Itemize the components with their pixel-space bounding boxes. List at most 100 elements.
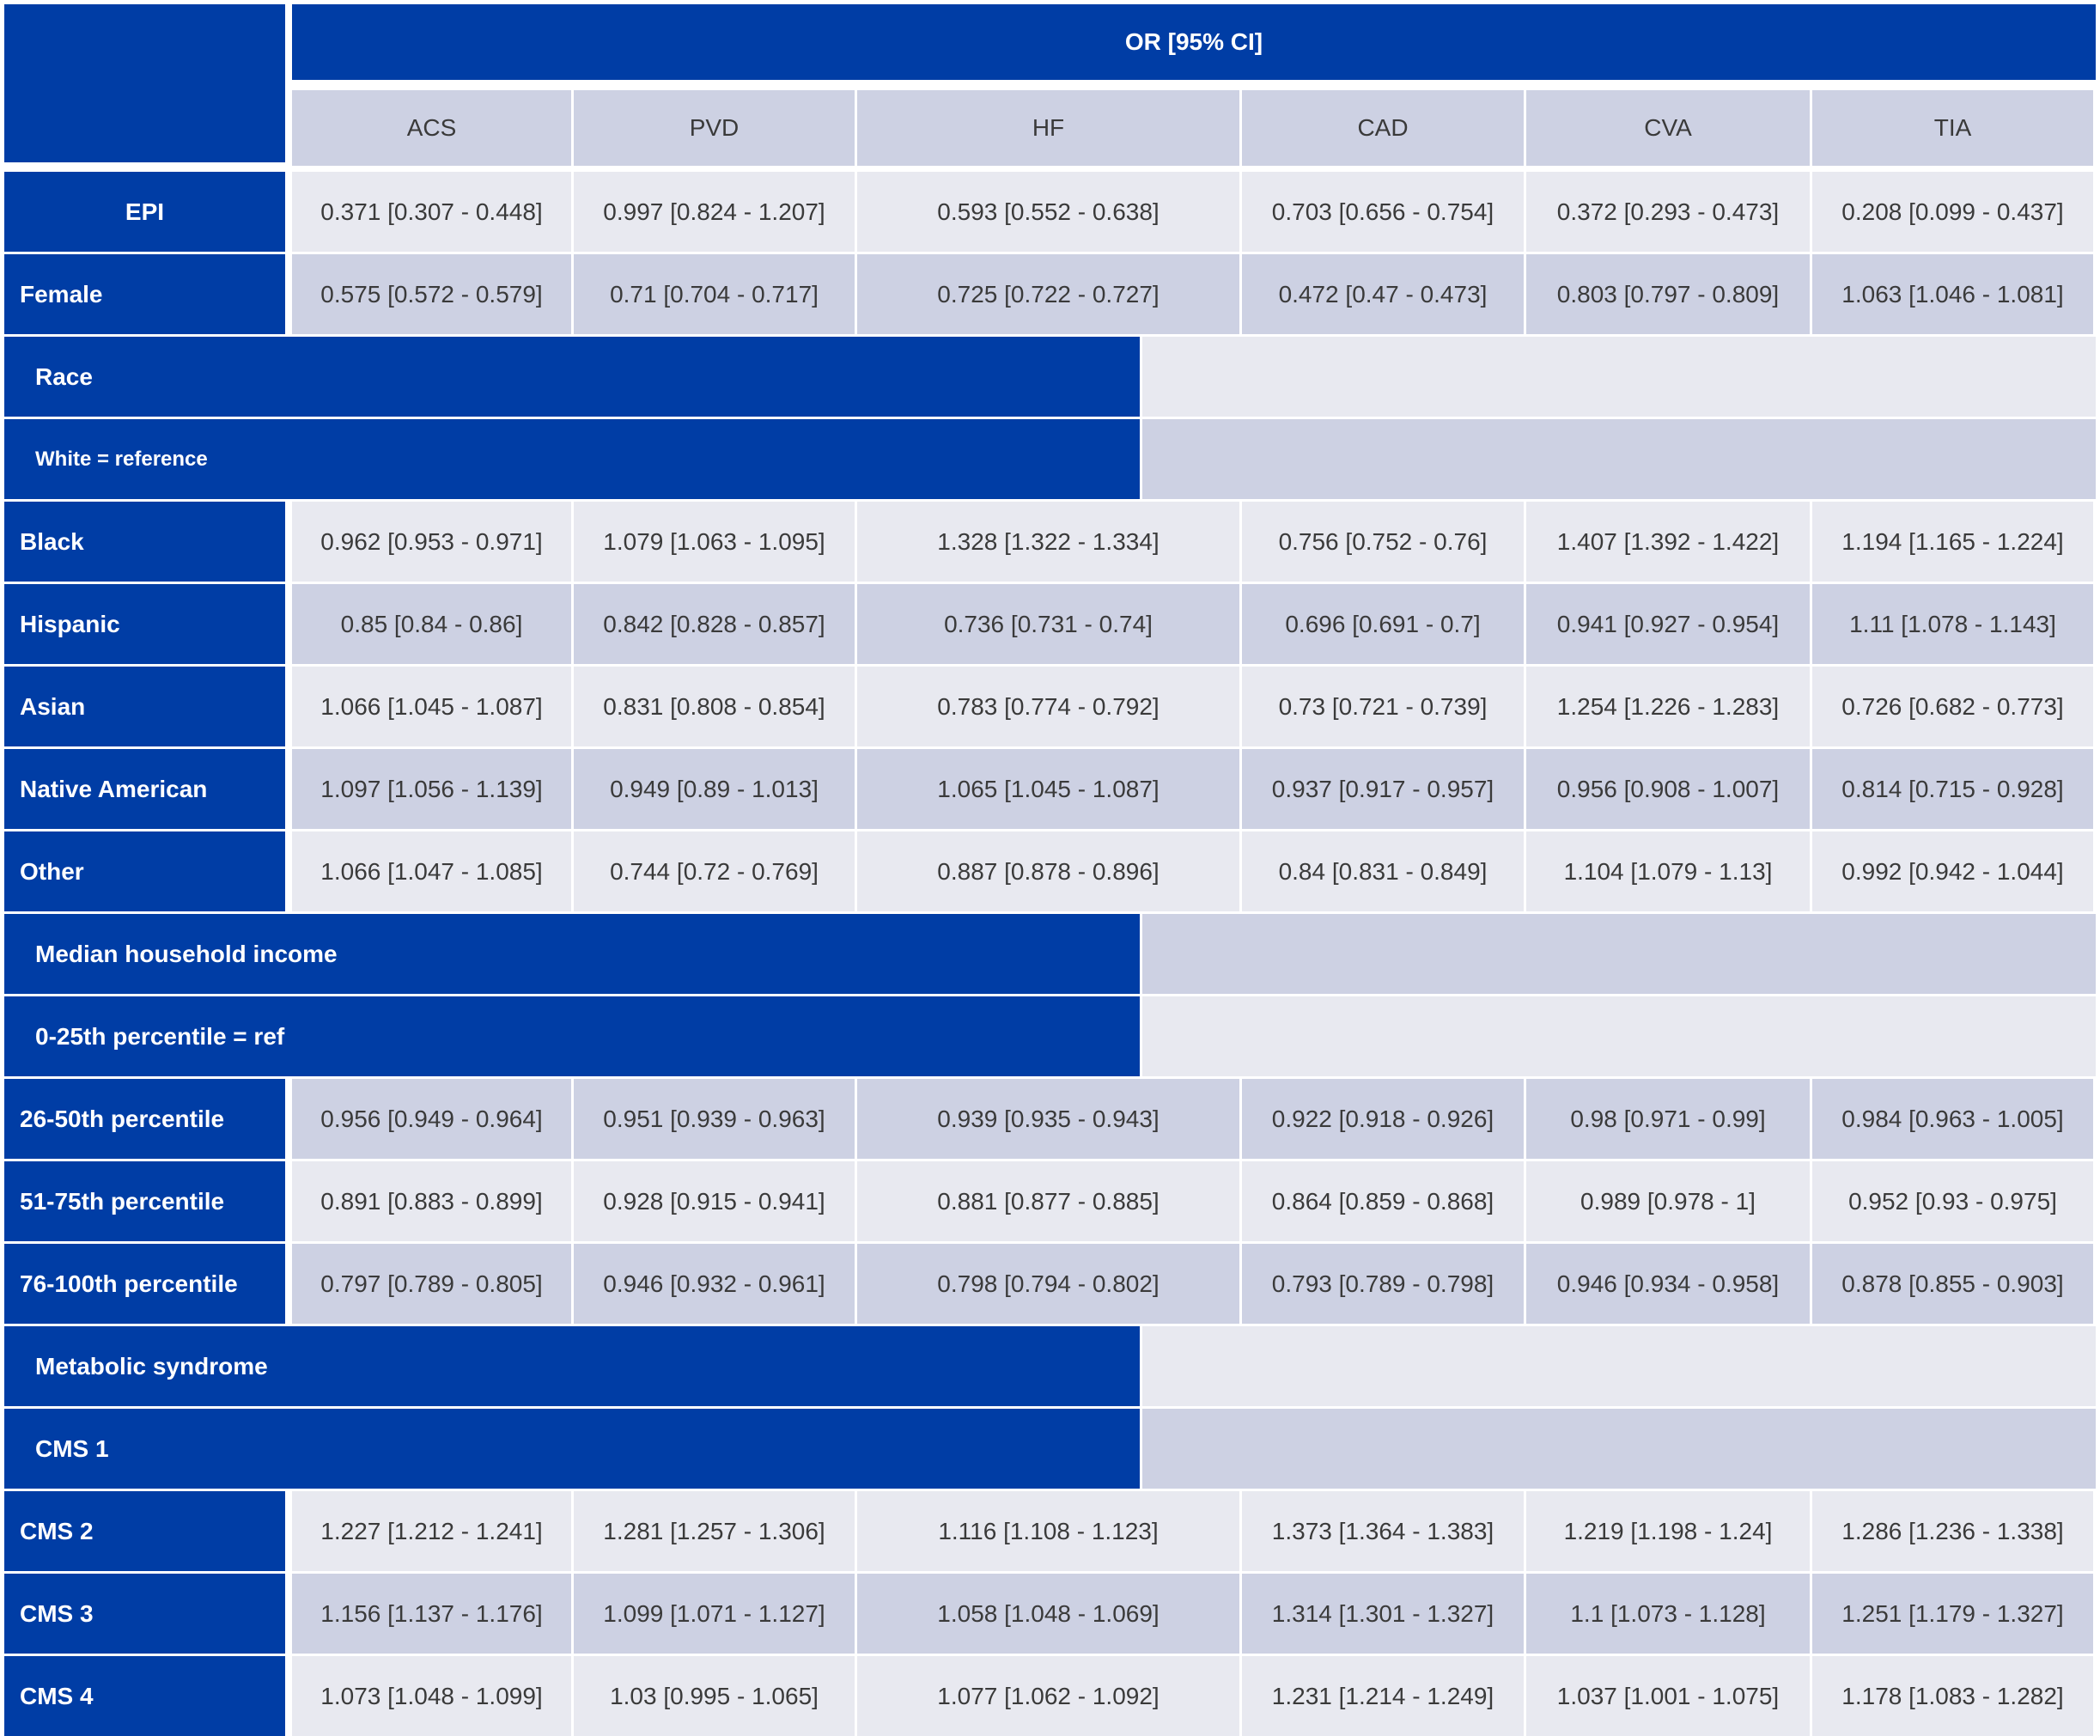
cell-epi-tia: 0.208 [0.099 - 0.437] [1812,172,2093,252]
section-label-metabolic-syndrome: Metabolic syndrome [4,1326,1140,1406]
cell-51-75th-percentile-cva: 0.989 [0.978 - 1] [1526,1161,1810,1241]
cell-76-100th-percentile-cva: 0.946 [0.934 - 0.958] [1526,1244,1810,1324]
cell-female-tia: 1.063 [1.046 - 1.081] [1812,254,2093,334]
cell-asian-cva: 1.254 [1.226 - 1.283] [1526,667,1810,746]
cell-cms-3-pvd: 1.099 [1.071 - 1.127] [574,1574,855,1654]
cell-native-american-tia: 0.814 [0.715 - 0.928] [1812,749,2093,829]
cell-cms-2-cva: 1.219 [1.198 - 1.24] [1526,1491,1810,1571]
cell-51-75th-percentile-acs: 0.891 [0.883 - 0.899] [292,1161,571,1241]
row-label-cms-4: CMS 4 [4,1656,285,1736]
cell-hispanic-tia: 1.11 [1.078 - 1.143] [1812,584,2093,664]
row-label-other: Other [4,831,285,911]
cell-asian-hf: 0.783 [0.774 - 0.792] [857,667,1239,746]
cell-hispanic-cva: 0.941 [0.927 - 0.954] [1526,584,1810,664]
cell-hispanic-acs: 0.85 [0.84 - 0.86] [292,584,571,664]
cell-other-acs: 1.066 [1.047 - 1.085] [292,831,571,911]
section-label-median-household-income: Median household income [4,914,1140,994]
column-header-hf: HF [857,90,1239,166]
cell-asian-acs: 1.066 [1.045 - 1.087] [292,667,571,746]
cell-epi-acs: 0.371 [0.307 - 0.448] [292,172,571,252]
cell-cms-3-acs: 1.156 [1.137 - 1.176] [292,1574,571,1654]
cell-26-50th-percentile-cva: 0.98 [0.971 - 0.99] [1526,1079,1810,1159]
cell-cms-4-tia: 1.178 [1.083 - 1.282] [1812,1656,2093,1736]
row-label-51-75th-percentile: 51-75th percentile [4,1161,285,1241]
cell-female-pvd: 0.71 [0.704 - 0.717] [574,254,855,334]
column-header-pvd: PVD [574,90,855,166]
cell-cms-3-cad: 1.314 [1.301 - 1.327] [1242,1574,1524,1654]
cell-cms-2-cad: 1.373 [1.364 - 1.383] [1242,1491,1524,1571]
section-filler [1142,337,2096,417]
cell-76-100th-percentile-pvd: 0.946 [0.932 - 0.961] [574,1244,855,1324]
cell-black-acs: 0.962 [0.953 - 0.971] [292,502,571,582]
cell-other-cva: 1.104 [1.079 - 1.13] [1526,831,1810,911]
section-filler [1142,914,2096,994]
cell-black-tia: 1.194 [1.165 - 1.224] [1812,502,2093,582]
section-filler [1142,419,2096,499]
cell-cms-2-tia: 1.286 [1.236 - 1.338] [1812,1491,2093,1571]
cell-native-american-pvd: 0.949 [0.89 - 1.013] [574,749,855,829]
section-label-race: Race [4,337,1140,417]
cell-51-75th-percentile-cad: 0.864 [0.859 - 0.868] [1242,1161,1524,1241]
cell-black-pvd: 1.079 [1.063 - 1.095] [574,502,855,582]
cell-51-75th-percentile-hf: 0.881 [0.877 - 0.885] [857,1161,1239,1241]
row-label-female: Female [4,254,285,334]
cell-epi-hf: 0.593 [0.552 - 0.638] [857,172,1239,252]
cell-epi-cad: 0.703 [0.656 - 0.754] [1242,172,1524,252]
cell-native-american-hf: 1.065 [1.045 - 1.087] [857,749,1239,829]
row-label-black: Black [4,502,285,582]
row-label-26-50th-percentile: 26-50th percentile [4,1079,285,1159]
cell-26-50th-percentile-cad: 0.922 [0.918 - 0.926] [1242,1079,1524,1159]
cell-cms-2-pvd: 1.281 [1.257 - 1.306] [574,1491,855,1571]
cell-cms-4-hf: 1.077 [1.062 - 1.092] [857,1656,1239,1736]
cell-26-50th-percentile-hf: 0.939 [0.935 - 0.943] [857,1079,1239,1159]
cell-51-75th-percentile-tia: 0.952 [0.93 - 0.975] [1812,1161,2093,1241]
cell-asian-tia: 0.726 [0.682 - 0.773] [1812,667,2093,746]
row-label-cms-2: CMS 2 [4,1491,285,1571]
row-label-76-100th-percentile: 76-100th percentile [4,1244,285,1324]
cell-female-cva: 0.803 [0.797 - 0.809] [1526,254,1810,334]
cell-epi-cva: 0.372 [0.293 - 0.473] [1526,172,1810,252]
corner-header-cell [4,4,285,162]
row-label-native-american: Native American [4,749,285,829]
cell-hispanic-cad: 0.696 [0.691 - 0.7] [1242,584,1524,664]
cell-cms-2-hf: 1.116 [1.108 - 1.123] [857,1491,1239,1571]
cell-female-cad: 0.472 [0.47 - 0.473] [1242,254,1524,334]
cell-epi-pvd: 0.997 [0.824 - 1.207] [574,172,855,252]
row-label-asian: Asian [4,667,285,746]
cell-hispanic-hf: 0.736 [0.731 - 0.74] [857,584,1239,664]
cell-black-hf: 1.328 [1.322 - 1.334] [857,502,1239,582]
cell-cms-3-tia: 1.251 [1.179 - 1.327] [1812,1574,2093,1654]
cell-native-american-cad: 0.937 [0.917 - 0.957] [1242,749,1524,829]
cell-76-100th-percentile-acs: 0.797 [0.789 - 0.805] [292,1244,571,1324]
column-header-acs: ACS [292,90,571,166]
cell-cms-4-cva: 1.037 [1.001 - 1.075] [1526,1656,1810,1736]
cell-asian-pvd: 0.831 [0.808 - 0.854] [574,667,855,746]
cell-26-50th-percentile-acs: 0.956 [0.949 - 0.964] [292,1079,571,1159]
cell-cms-3-cva: 1.1 [1.073 - 1.128] [1526,1574,1810,1654]
cell-26-50th-percentile-tia: 0.984 [0.963 - 1.005] [1812,1079,2093,1159]
cell-other-tia: 0.992 [0.942 - 1.044] [1812,831,2093,911]
section-filler [1142,1409,2096,1489]
section-label-white-reference: White = reference [4,419,1140,499]
cell-other-cad: 0.84 [0.831 - 0.849] [1242,831,1524,911]
column-header-cad: CAD [1242,90,1524,166]
cell-cms-2-acs: 1.227 [1.212 - 1.241] [292,1491,571,1571]
cell-cms-4-pvd: 1.03 [0.995 - 1.065] [574,1656,855,1736]
cell-native-american-cva: 0.956 [0.908 - 1.007] [1526,749,1810,829]
cell-native-american-acs: 1.097 [1.056 - 1.139] [292,749,571,829]
cell-76-100th-percentile-cad: 0.793 [0.789 - 0.798] [1242,1244,1524,1324]
cell-asian-cad: 0.73 [0.721 - 0.739] [1242,667,1524,746]
section-label-cms-1: CMS 1 [4,1409,1140,1489]
section-label-0-25th-percentile-ref: 0-25th percentile = ref [4,996,1140,1076]
cell-black-cva: 1.407 [1.392 - 1.422] [1526,502,1810,582]
section-filler [1142,996,2096,1076]
cell-cms-4-acs: 1.073 [1.048 - 1.099] [292,1656,571,1736]
cell-other-hf: 0.887 [0.878 - 0.896] [857,831,1239,911]
row-label-cms-3: CMS 3 [4,1574,285,1654]
header-title: OR [95% CI] [292,4,2096,80]
cell-cms-4-cad: 1.231 [1.214 - 1.249] [1242,1656,1524,1736]
cell-26-50th-percentile-pvd: 0.951 [0.939 - 0.963] [574,1079,855,1159]
row-label-epi: EPI [4,172,285,252]
cell-female-acs: 0.575 [0.572 - 0.579] [292,254,571,334]
